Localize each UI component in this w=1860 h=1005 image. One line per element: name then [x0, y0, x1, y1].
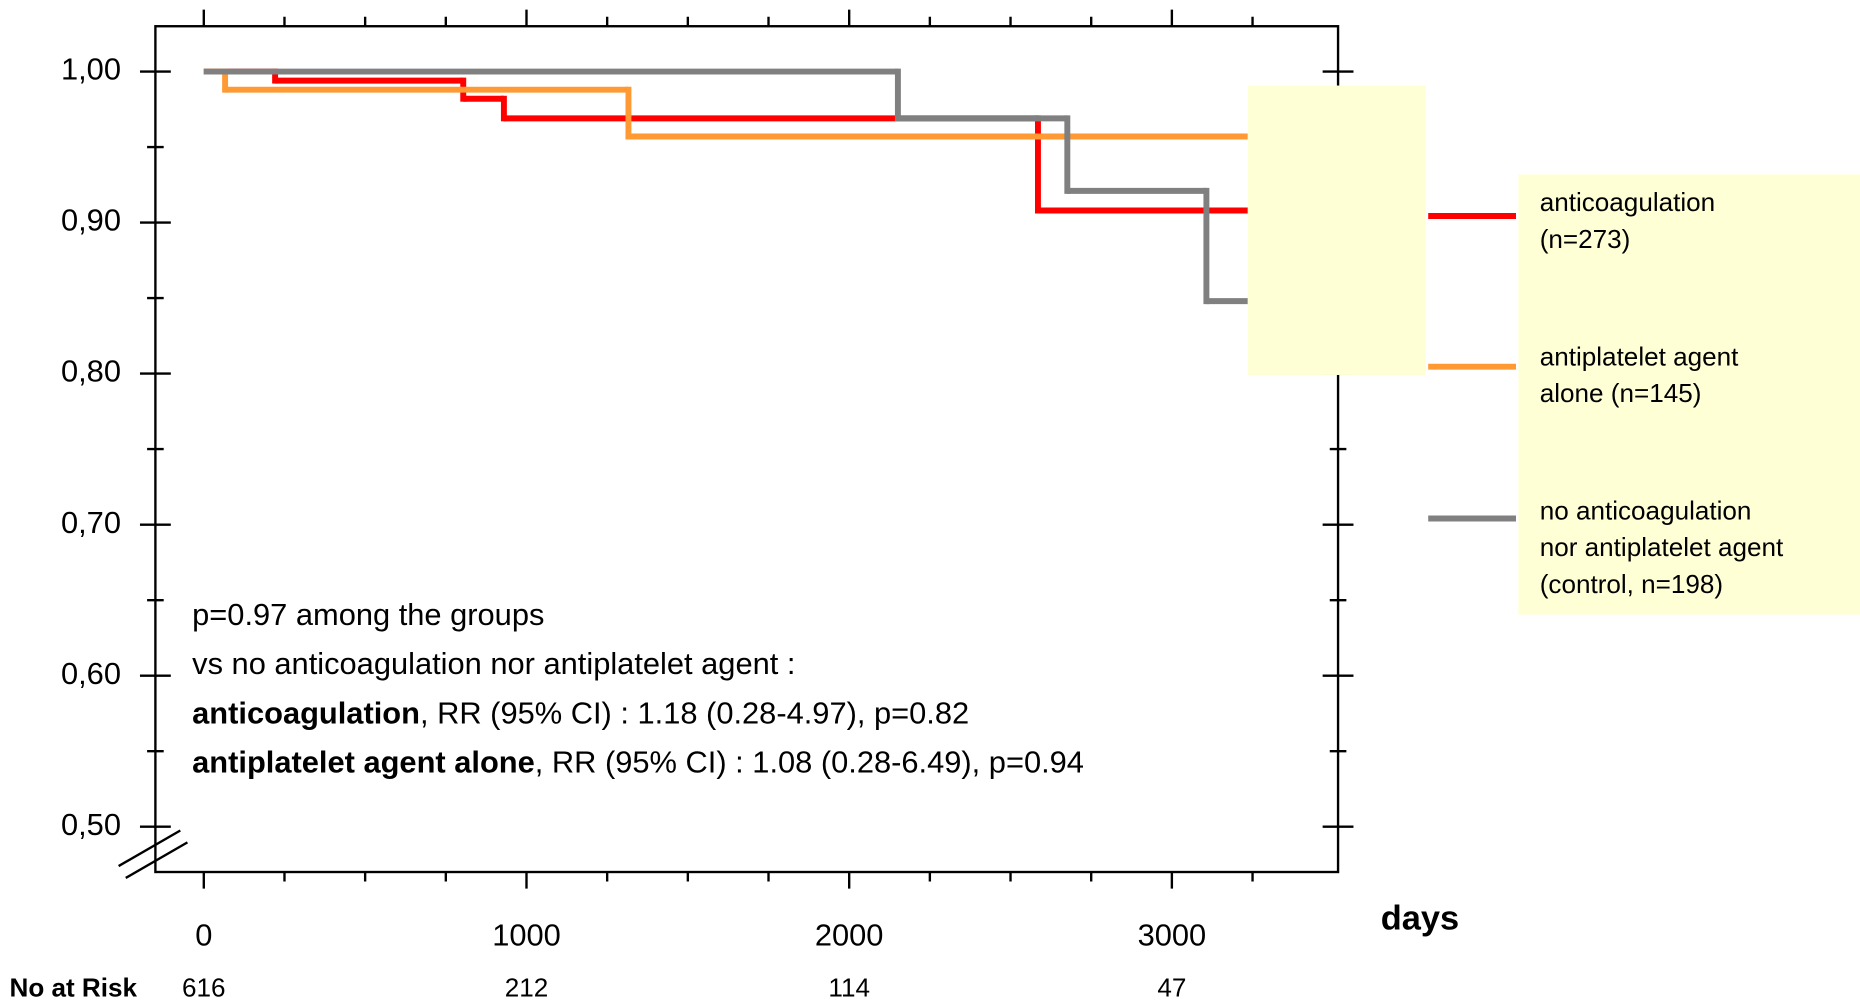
legend-box [1518, 174, 1860, 615]
legend-label: nor antiplatelet agent [1540, 532, 1784, 562]
risk-value: 212 [505, 972, 549, 1002]
highlight-box [1247, 85, 1426, 375]
annotation: anticoagulation, RR (95% CI) : 1.18 (0.2… [192, 696, 969, 731]
annotation: p=0.97 among the groups [192, 597, 544, 632]
x-tick-label: 3000 [1138, 917, 1207, 952]
risk-value: 114 [828, 972, 870, 1002]
annotation: vs no anticoagulation nor antiplatelet a… [192, 646, 795, 681]
y-tick-label: 0,80 [61, 354, 121, 389]
x-tick-label: 0 [195, 917, 212, 952]
annotation-bold: antiplatelet agent alone [192, 745, 535, 780]
risk-value: 47 [1157, 972, 1186, 1002]
risk-value: 616 [182, 972, 226, 1002]
annotation-bold: anticoagulation [192, 696, 420, 731]
y-tick-label: 0,90 [61, 203, 121, 238]
axis-break [118, 829, 189, 879]
y-tick-label: 0,70 [61, 505, 121, 540]
km-curve [203, 68, 1248, 305]
legend-label: (n=273) [1540, 224, 1631, 254]
annotation: antiplatelet agent alone, RR (95% CI) : … [192, 745, 1084, 780]
annotation-text: p=0.97 among the groups [192, 597, 544, 632]
annotation-text: , RR (95% CI) : 1.18 (0.28-4.97), p=0.82 [420, 696, 969, 731]
annotation-text: , RR (95% CI) : 1.08 (0.28-6.49), p=0.94 [535, 745, 1084, 780]
km-curve [203, 68, 1248, 140]
x-tick-label: 1000 [492, 917, 561, 952]
risk-label: No at Risk [9, 972, 137, 1002]
x-axis-label: days [1381, 900, 1459, 938]
legend-label: anticoagulation [1540, 187, 1715, 217]
y-tick-label: 1,00 [61, 52, 121, 87]
legend-label: antiplatelet agent [1540, 341, 1739, 371]
y-tick-label: 0,60 [61, 656, 121, 691]
x-tick-label: 2000 [815, 917, 884, 952]
y-tick-label: 0,50 [61, 807, 121, 842]
legend-label: no anticoagulation [1540, 495, 1752, 525]
annotation-text: vs no anticoagulation nor antiplatelet a… [192, 646, 795, 681]
legend-label: alone (n=145) [1540, 378, 1702, 408]
legend-label: (control, n=198) [1540, 569, 1723, 599]
